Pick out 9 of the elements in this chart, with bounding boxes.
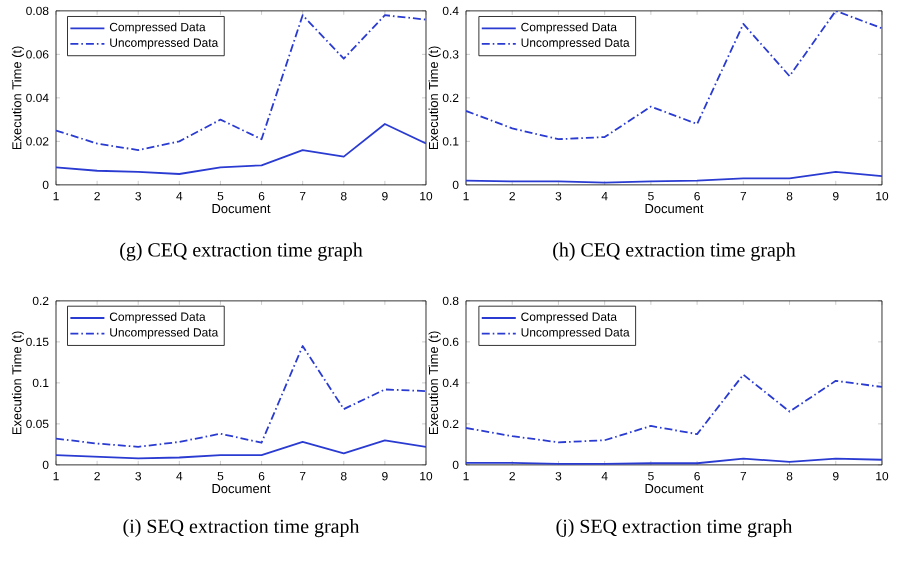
line-series — [466, 373, 882, 443]
line-series — [56, 122, 426, 175]
line-series — [56, 344, 426, 448]
line-series — [466, 10, 882, 140]
text: (g) CEQ extraction time graph — [120, 242, 363, 261]
line-series — [56, 13, 426, 151]
text: (i) SEQ extraction time graph — [123, 518, 360, 537]
text: (h) CEQ extraction time graph — [553, 242, 796, 261]
text: (j) SEQ extraction time graph — [556, 518, 793, 537]
